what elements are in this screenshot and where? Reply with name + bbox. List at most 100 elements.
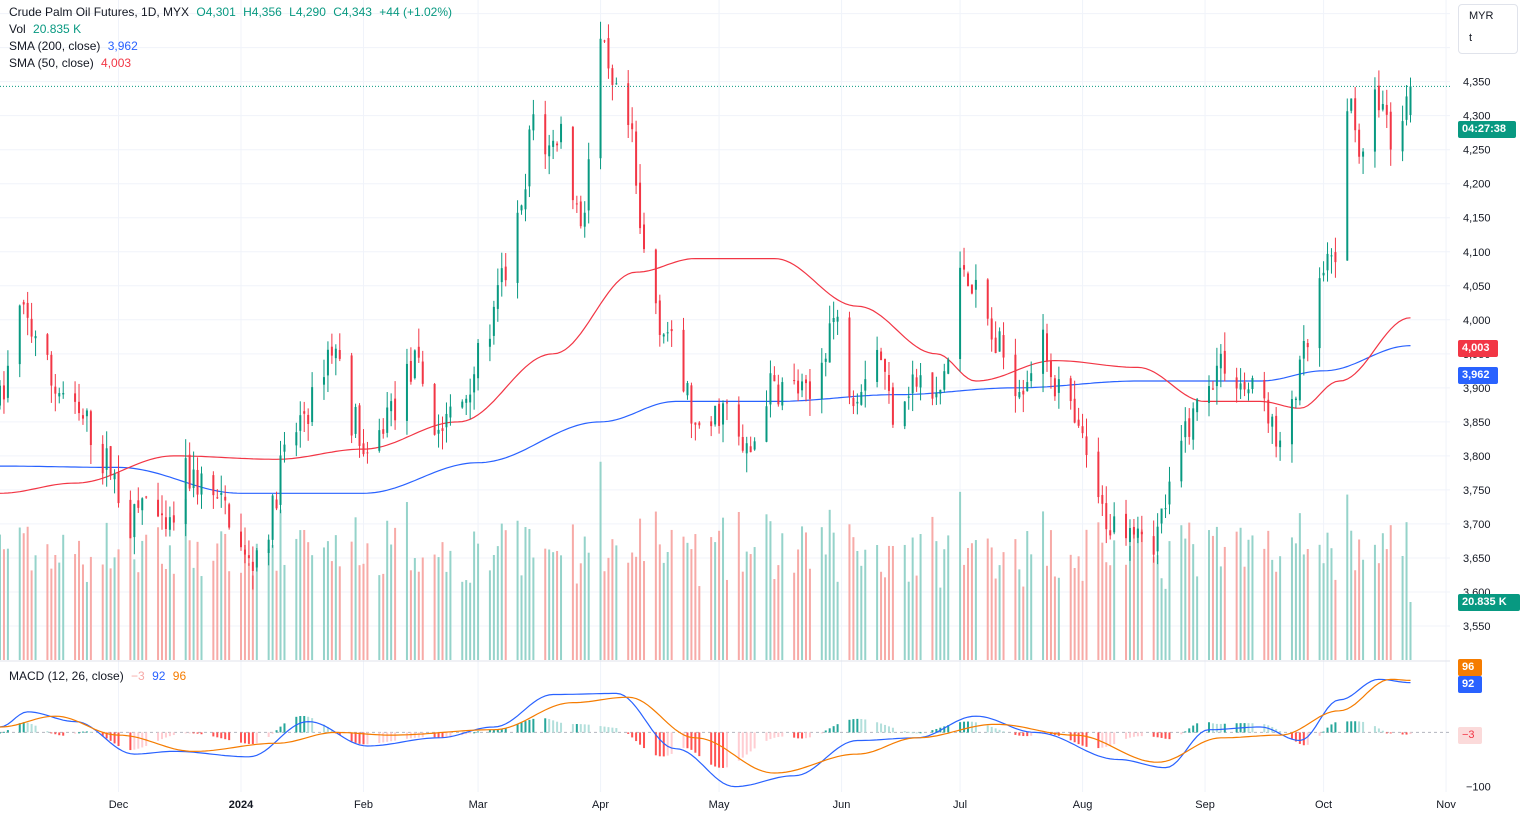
volume-bar (255, 543, 258, 660)
candle-body (1105, 503, 1108, 530)
candle-body (631, 123, 634, 130)
volume-bar (390, 544, 393, 660)
volume-bar (1389, 525, 1392, 660)
volume-bar (635, 556, 638, 660)
macd-histogram-bar (718, 732, 721, 768)
price-tick-label: 3,550 (1463, 621, 1491, 633)
volume-bar (1132, 528, 1135, 660)
volume-bar (228, 571, 231, 660)
time-tick-label: Sep (1195, 799, 1215, 811)
candle-body (654, 249, 657, 304)
volume-bar (322, 547, 325, 660)
candle-body (334, 348, 337, 359)
candle-body (212, 475, 215, 496)
macd-histogram-bar (1279, 731, 1282, 733)
candle-body (492, 306, 495, 336)
candle-body (157, 499, 160, 517)
candle-body (417, 346, 420, 358)
time-tick-label: Jun (833, 799, 851, 811)
unit-selector[interactable]: MYR t (1458, 4, 1518, 54)
macd-histogram-bar (773, 732, 776, 738)
volume-bar (1057, 577, 1060, 660)
volume-bar (556, 550, 559, 660)
volume-bar (1346, 494, 1349, 660)
countdown-badge: 04:27:38 (1458, 121, 1516, 138)
price-tick-label: 4,250 (1463, 145, 1491, 157)
candle-body (386, 407, 389, 433)
macd-histogram-bar (1132, 732, 1135, 737)
volume-bar (496, 546, 499, 660)
candle-body (46, 334, 49, 355)
candle-body (710, 421, 713, 427)
candle-body (935, 392, 938, 398)
volume-bar (643, 561, 646, 660)
candle-body (62, 393, 65, 395)
volume-bar (1215, 526, 1218, 660)
volume-bar (801, 526, 804, 660)
volume-bar (524, 527, 527, 660)
volume-bar (224, 533, 227, 660)
candle-body (1223, 350, 1226, 374)
volume-bar (46, 544, 49, 660)
macd-histogram-bar (990, 726, 993, 733)
volume-bar (793, 572, 796, 660)
volume-bar (520, 575, 523, 660)
candle-body (516, 212, 519, 283)
candle-body (283, 444, 286, 452)
candle-body (1002, 335, 1005, 358)
volume-bar (891, 545, 894, 660)
macd-histogram-bar (307, 716, 310, 733)
ohlc-low: L4,290 (289, 5, 326, 19)
candle-body (1069, 378, 1072, 402)
macd-histogram-bar (801, 732, 804, 739)
sma200-legend: SMA (200, close) 3,962 (9, 38, 142, 54)
candle-body (184, 458, 187, 525)
candle-body (1358, 129, 1361, 157)
candle-body (556, 143, 559, 146)
volume-bar (710, 537, 713, 660)
volume-bar (1128, 545, 1131, 660)
candle-body (808, 381, 811, 399)
macd-histogram-bar (943, 726, 946, 733)
volume-bar (998, 565, 1001, 660)
macd-histogram-bar (836, 724, 839, 733)
candle-body (188, 454, 191, 489)
candle-body (887, 375, 890, 391)
candle-body (963, 265, 966, 270)
macd-histogram-bar (548, 719, 551, 733)
macd-histogram-bar (409, 732, 412, 739)
macd-histogram-bar (556, 721, 559, 733)
candle-body (81, 415, 84, 419)
axes: 4,4504,4004,3504,3004,2504,2004,1504,100… (0, 9, 1491, 811)
price-tick-label: 4,150 (1463, 213, 1491, 225)
volume-bar (247, 563, 250, 660)
macd-histogram-bar (1362, 721, 1365, 733)
macd-histogram-bar (196, 732, 199, 734)
macd-histogram-bar (698, 732, 701, 757)
volume-bar (307, 542, 310, 660)
volume-bar (1290, 537, 1293, 660)
macd-histogram-bar (911, 732, 914, 734)
macd-histogram-bar (299, 716, 302, 733)
candle-body (1247, 389, 1250, 394)
candle-body (421, 361, 424, 384)
macd-histogram-bar (362, 732, 365, 745)
macd-histogram-bar (78, 732, 81, 734)
candle-body (998, 331, 1001, 352)
volume-bar (832, 532, 835, 660)
volume-bar (994, 578, 997, 660)
macd-line-value: 92 (152, 669, 166, 683)
volume-bar (887, 545, 890, 660)
volume-bar (1109, 565, 1112, 660)
volume-bar (129, 512, 132, 660)
candle-body (1405, 96, 1408, 120)
candle-body (986, 279, 989, 319)
candle-body (1046, 333, 1049, 362)
macd-histogram-bar (670, 732, 673, 754)
macd-histogram-bar (283, 723, 286, 733)
volume-bar (931, 516, 934, 660)
macd-histogram-bar (832, 726, 835, 733)
macd-histogram-bar (200, 732, 203, 735)
volume-bar (686, 542, 689, 660)
